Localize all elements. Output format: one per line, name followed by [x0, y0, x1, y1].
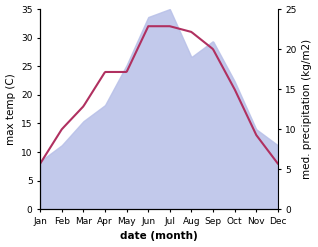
Y-axis label: med. precipitation (kg/m2): med. precipitation (kg/m2) [302, 39, 313, 179]
X-axis label: date (month): date (month) [120, 231, 198, 242]
Y-axis label: max temp (C): max temp (C) [5, 73, 16, 145]
